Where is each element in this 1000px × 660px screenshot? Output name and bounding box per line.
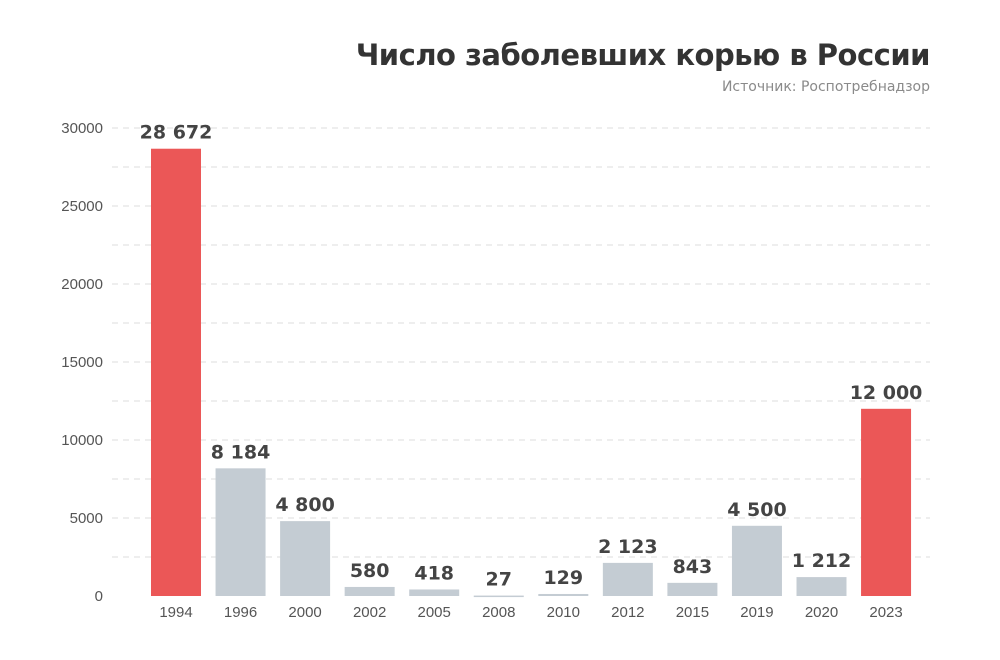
bar-2008 — [473, 595, 524, 598]
y-tick-label: 10000 — [61, 432, 103, 449]
bar-1996 — [215, 468, 266, 596]
data-label: 12 000 — [850, 382, 923, 404]
bar-2023 — [861, 408, 912, 596]
data-label: 843 — [673, 556, 713, 578]
data-label: 580 — [350, 560, 390, 582]
y-tick-label: 5000 — [70, 510, 103, 527]
data-label: 418 — [414, 562, 454, 584]
data-label: 1 212 — [792, 550, 852, 572]
x-tick-label: 2015 — [676, 604, 709, 621]
bar-2005 — [409, 589, 460, 596]
x-tick-label: 2002 — [353, 604, 386, 621]
bar-2000 — [280, 521, 331, 596]
x-tick-label: 2020 — [805, 604, 838, 621]
y-tick-label: 20000 — [61, 276, 103, 293]
x-tick-label: 1994 — [159, 604, 192, 621]
bar-2020 — [796, 577, 847, 596]
chart-subtitle: Источник: Роспотребнадзор — [721, 79, 930, 95]
bar-2012 — [602, 562, 653, 596]
x-tick-label: 2000 — [288, 604, 321, 621]
data-label: 8 184 — [211, 441, 271, 463]
y-tick-label: 15000 — [61, 354, 103, 371]
x-tick-label: 2008 — [482, 604, 515, 621]
y-tick-label: 25000 — [61, 198, 103, 215]
bar-2019 — [731, 525, 782, 596]
data-label: 2 123 — [598, 536, 658, 558]
x-tick-label: 2019 — [740, 604, 773, 621]
x-tick-label: 2012 — [611, 604, 644, 621]
bar-2002 — [344, 586, 395, 596]
data-label: 28 672 — [140, 122, 213, 144]
x-tick-label: 2010 — [547, 604, 580, 621]
data-label: 4 500 — [727, 499, 787, 521]
y-tick-label: 0 — [95, 588, 103, 605]
bar-1994 — [151, 148, 201, 596]
x-tick-label: 1996 — [224, 604, 257, 621]
bar-2010 — [538, 593, 589, 596]
x-tick-label: 2023 — [869, 604, 902, 621]
bar-2015 — [667, 582, 718, 596]
y-tick-label: 30000 — [61, 120, 103, 137]
x-tick-label: 2005 — [418, 604, 451, 621]
data-label: 27 — [486, 569, 512, 591]
chart-title: Число заболевших корью в России — [355, 38, 931, 72]
data-label: 4 800 — [275, 494, 335, 516]
data-label: 129 — [543, 567, 583, 589]
